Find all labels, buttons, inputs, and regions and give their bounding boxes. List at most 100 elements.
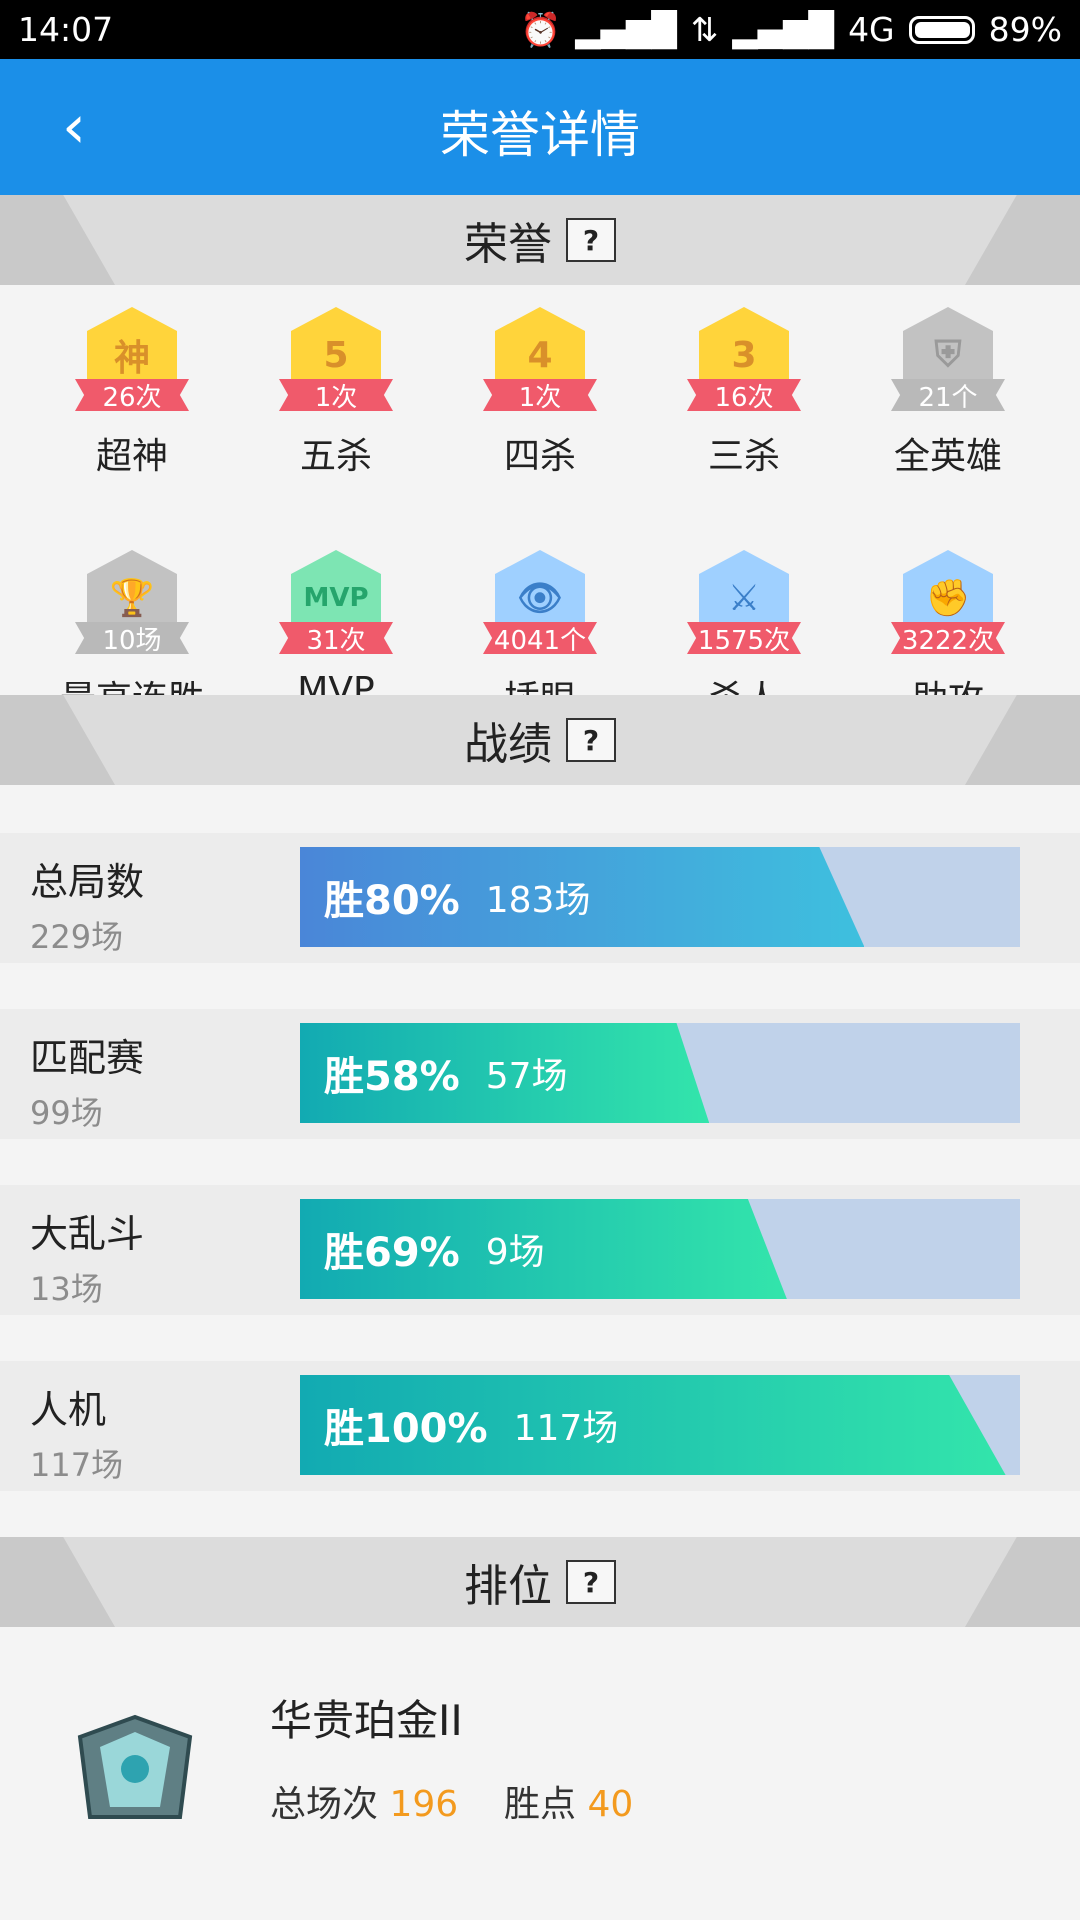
battery-icon: [908, 15, 975, 44]
honor-badge-icon: 🏆 10场: [73, 544, 191, 662]
chevron-left-icon: ‹: [62, 92, 86, 162]
rank-tier: 华贵珀金II: [270, 1696, 463, 1745]
section-title: 战绩: [464, 719, 552, 770]
record-total: 117场: [30, 1446, 124, 1484]
winrate-text: 胜69% 9场: [324, 1199, 545, 1299]
record-name: 总局数: [30, 860, 145, 904]
rank-summary: 总场次 196 胜点 40: [270, 1775, 633, 1827]
win-count: 57场: [485, 1056, 568, 1097]
honor-count: 4041个: [483, 622, 597, 654]
rank-emblem-icon: [77, 1714, 193, 1819]
section-header-record: 战绩 ?: [0, 695, 1080, 785]
honor-count: 10场: [75, 622, 189, 654]
honor-badge-icon: ✊ 3222次: [889, 544, 1007, 662]
record-row[interactable]: 人机 117场 胜100% 117场: [0, 1361, 1080, 1491]
section-header-rank: 排位 ?: [0, 1537, 1080, 1627]
points-value: 40: [587, 1784, 634, 1825]
record-label: 大乱斗 13场: [30, 1203, 144, 1310]
record-label: 匹配赛 99场: [30, 1027, 144, 1134]
honor-count: 1575次: [687, 622, 801, 654]
signal-icon-2: ▂▄▆█: [732, 10, 835, 49]
record-row[interactable]: 总局数 229场 胜80% 183场: [0, 833, 1080, 963]
honor-badge-icon: 👁 4041个: [481, 544, 599, 662]
honor-item[interactable]: 4 1次四杀: [438, 301, 642, 544]
rank-card[interactable]: 华贵珀金II 总场次 196 胜点 40: [0, 1627, 1080, 1825]
winrate-bar: 胜58% 57场: [300, 1023, 1020, 1123]
honor-count: 26次: [75, 379, 189, 411]
winrate-text: 胜100% 117场: [324, 1375, 618, 1475]
signal-icon: ▂▄▆█: [575, 10, 677, 49]
honor-badge-icon: MVP 31次: [277, 544, 395, 662]
honor-badge-icon: 5 1次: [277, 301, 395, 419]
top-bar: ‹ 荣誉详情: [0, 59, 1080, 195]
help-button[interactable]: ?: [566, 218, 616, 262]
winrate-percent: 胜58%: [324, 1054, 460, 1100]
honor-label: 全英雄: [893, 436, 1002, 477]
honor-count: 21个: [891, 379, 1005, 411]
honor-item[interactable]: ✊3222次助攻: [846, 544, 1050, 787]
points-label: 胜点: [503, 1784, 576, 1825]
winrate-percent: 胜69%: [324, 1230, 460, 1276]
honor-badge-icon: 3 16次: [685, 301, 803, 419]
back-button[interactable]: ‹: [62, 97, 86, 157]
section-title: 排位: [464, 1561, 552, 1612]
network-type: 4G: [848, 10, 895, 49]
winrate-percent: 胜100%: [324, 1406, 488, 1452]
status-time: 14:07: [18, 10, 114, 49]
winrate-bar: 胜80% 183场: [300, 847, 1020, 947]
section-header-honor: 荣誉 ?: [0, 195, 1080, 285]
honor-item[interactable]: MVP 31次 MVP: [234, 544, 438, 787]
win-count: 117场: [513, 1408, 619, 1449]
record-name: 匹配赛: [30, 1036, 145, 1080]
winrate-percent: 胜80%: [324, 878, 460, 924]
honor-count: 31次: [279, 622, 393, 654]
honor-label: 五杀: [299, 436, 372, 477]
record-row[interactable]: 大乱斗 13场 胜69% 9场: [0, 1185, 1080, 1315]
winrate-bar-fill: [300, 1375, 1006, 1475]
alarm-icon: ⏰: [520, 9, 562, 49]
battery-level: 89%: [988, 10, 1062, 49]
record-label: 人机 117场: [30, 1379, 123, 1486]
record-name: 人机: [30, 1388, 107, 1432]
win-count: 9场: [485, 1232, 545, 1273]
honor-row: 神 26次 超神 5 1次 五杀 4 1次 四杀 3 16次 三杀 ⛨ 21个 全英雄: [0, 301, 1080, 544]
honor-count: 1次: [279, 379, 393, 411]
record-total: 229场: [30, 918, 124, 956]
honor-item[interactable]: ⛨ 21个全英雄: [846, 301, 1050, 544]
data-arrows-icon: ⇅: [690, 10, 719, 49]
winrate-bar-fill: [300, 1023, 710, 1123]
win-count: 183场: [485, 880, 591, 921]
total-label: 总场次: [270, 1784, 379, 1825]
honor-badge-icon: 神 26次: [73, 301, 191, 419]
honor-badge-icon: ⛨ 21个: [889, 301, 1007, 419]
winrate-text: 胜80% 183场: [324, 847, 590, 947]
status-icons: ⏰ ▂▄▆█ ⇅ ▂▄▆█ 4G 89%: [520, 10, 1062, 50]
honor-item[interactable]: 5 1次五杀: [234, 301, 438, 544]
honor-label: 超神: [95, 436, 168, 477]
total-value: 196: [389, 1784, 459, 1825]
honor-count: 1次: [483, 379, 597, 411]
section-title: 荣誉: [464, 219, 552, 270]
honor-grid: 神26次超神51次五杀41次四杀316次三杀⛨21个全英雄🏆10场最高连胜MVP…: [0, 285, 1080, 720]
record-label: 总局数 229场: [30, 851, 144, 958]
record-list: 总局数 229场 胜80% 183场匹配赛 99场 胜58% 57场大乱斗 13场 胜69% 9场…: [0, 785, 1080, 1491]
honor-badge-icon: 4 1次: [481, 301, 599, 419]
winrate-bar: 胜69% 9场: [300, 1199, 1020, 1299]
honor-item[interactable]: 神 26次超神: [30, 301, 234, 544]
help-button[interactable]: ?: [566, 718, 616, 762]
honor-label: 四杀: [503, 436, 576, 477]
status-bar: 14:07 ⏰ ▂▄▆█ ⇅ ▂▄▆█ 4G 89%: [0, 0, 1080, 59]
record-row[interactable]: 匹配赛 99场 胜58% 57场: [0, 1009, 1080, 1139]
honor-count: 3222次: [891, 622, 1005, 654]
record-name: 大乱斗: [30, 1212, 145, 1256]
help-button[interactable]: ?: [566, 1560, 616, 1604]
honor-count: 16次: [687, 379, 801, 411]
honor-badge-icon: ⚔ 1575次: [685, 544, 803, 662]
record-total: 99场: [30, 1094, 103, 1132]
winrate-bar-fill: [300, 847, 865, 947]
page-title: 荣誉详情: [440, 106, 640, 164]
honor-label: 三杀: [707, 436, 780, 477]
winrate-text: 胜58% 57场: [324, 1023, 568, 1123]
record-total: 13场: [30, 1270, 103, 1308]
honor-item[interactable]: 3 16次三杀: [642, 301, 846, 544]
